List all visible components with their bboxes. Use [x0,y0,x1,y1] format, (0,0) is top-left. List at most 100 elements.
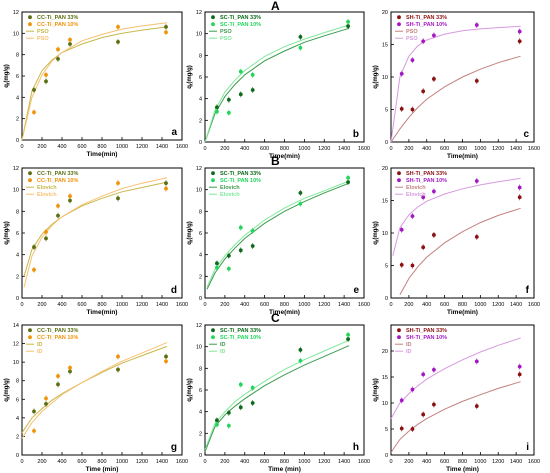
x-tick-label: 200 [220,146,229,152]
data-point [116,39,120,44]
data-point [421,245,426,250]
legend-label: PSO [37,29,49,35]
x-tick-label: 800 [280,459,289,465]
data-point [56,57,60,61]
x-tick-label: 800 [280,302,289,308]
x-tick-label: 1200 [136,459,148,465]
data-point [44,79,48,84]
x-tick-label: 400 [57,459,66,465]
y-tick-label: 15 [382,43,388,49]
chart-panel-e: 0 200 400 600 800 1000 1200 1400 1600 0 2 4 6 8 10 12 Ti… [187,166,370,316]
y-tick-label: 0 [16,138,19,144]
chart-panel-h: 0 200 400 600 800 1000 1200 1400 1600 0 2 4 6 8 10 12 Ti… [187,323,370,473]
legend-label: CC-Ti_PAN 33% [37,15,78,21]
row-label-c: C [271,311,280,325]
panel-letter: c [523,129,529,140]
legend-label: SC-Ti_PAN 33% [220,171,261,177]
legend-label: SC-Ti_PAN 33% [220,15,261,21]
y-tick-label: 4 [16,95,19,101]
data-point [474,404,479,409]
y-tick-label: 4 [16,253,19,259]
data-point [32,87,36,92]
chart-panel-g: 0 200 400 600 800 1000 1200 1400 1600 0 2 4 6 8 10 12 14… [4,323,188,473]
x-tick-label: 800 [280,146,289,152]
legend-label: PSO [406,29,418,35]
x-tick-label: 600 [77,459,86,465]
x-axis-label: Time(min) [447,309,478,316]
legend-label: CC-Ti_PAN 33% [37,171,78,177]
x-tick-label: 1200 [318,302,330,308]
y-tick-label: 5 [385,108,388,114]
x-tick-label: 800 [458,459,467,465]
legend-label: Elovich [406,192,426,198]
x-axis-label: Time (min) [446,466,479,473]
data-point [250,88,255,92]
y-tick-label: 20 [382,10,388,16]
x-tick-label: 600 [260,302,269,308]
x-axis-label: Time (min) [268,466,301,473]
y-tick-label: 10 [382,231,388,237]
x-tick-label: 400 [422,146,431,152]
legend-label: Elovich [220,185,240,191]
x-tick-label: 400 [240,459,249,465]
x-tick-label: 200 [404,146,413,152]
legend-label: Elovich [37,185,57,191]
data-point [164,30,168,35]
data-point [346,332,350,337]
y-tick-label: 10 [196,345,202,351]
y-tick-label: 6 [199,231,202,237]
x-tick-label: 1000 [116,144,128,150]
y-tick-label: 8 [16,379,19,385]
legend-label: Elovich [220,192,240,198]
fit-curve [204,339,350,450]
legend-label: CC-Ti_PAN 10% [37,22,78,28]
data-point [32,409,36,414]
y-tick-label: 0 [16,296,19,302]
data-point [32,110,36,115]
y-tick-label: 20 [382,166,388,172]
x-tick-label: 800 [458,146,467,152]
fit-curve [21,26,168,141]
x-axis-label: Time(min) [87,309,118,316]
data-point [32,245,36,249]
x-axis-label: Time(min) [447,153,478,160]
data-point [164,186,168,191]
y-tick-label: 8 [199,209,202,215]
legend-label: PSO [220,36,232,42]
x-tick-label: 200 [37,144,46,150]
legend-label: ID [220,342,226,348]
y-tick-label: 2 [16,117,19,123]
data-point [44,396,48,401]
legend-label: SH-Ti_PAN 10% [406,22,447,28]
x-tick-label: 1400 [156,302,168,308]
y-tick-label: 8 [199,53,202,59]
x-tick-label: 1400 [156,144,168,150]
data-point [215,109,219,114]
data-point [32,267,36,272]
data-point [250,228,255,233]
y-tick-label: 0 [199,453,202,459]
chart-panel-c: 0 200 400 600 800 1000 1200 1400 1600 0 5 10 15 20 Tim… [373,10,540,160]
x-tick-label: 400 [57,144,66,150]
data-point [44,230,48,234]
y-tick-label: 0 [385,140,388,146]
legend-marker [397,22,401,27]
y-tick-label: 12 [196,10,202,16]
data-point [250,72,255,77]
x-tick-label: 1000 [474,459,486,465]
legend-label: SH-Ti_PAN 33% [406,328,447,334]
x-tick-label: 200 [220,302,229,308]
panel-letter: i [526,442,529,453]
legend-label: SH-Ti_PAN 10% [406,335,447,341]
y-tick-label: 0 [16,453,19,459]
data-point [164,181,168,186]
plot-frame [204,11,365,143]
x-axis-label: Time(min) [269,153,300,160]
fit-curve [204,345,350,452]
data-point [298,348,303,352]
y-tick-label: 6 [199,388,202,394]
legend-marker [28,15,32,20]
data-point [116,196,120,201]
data-point [44,236,48,241]
y-tick-label: 2 [16,274,19,280]
